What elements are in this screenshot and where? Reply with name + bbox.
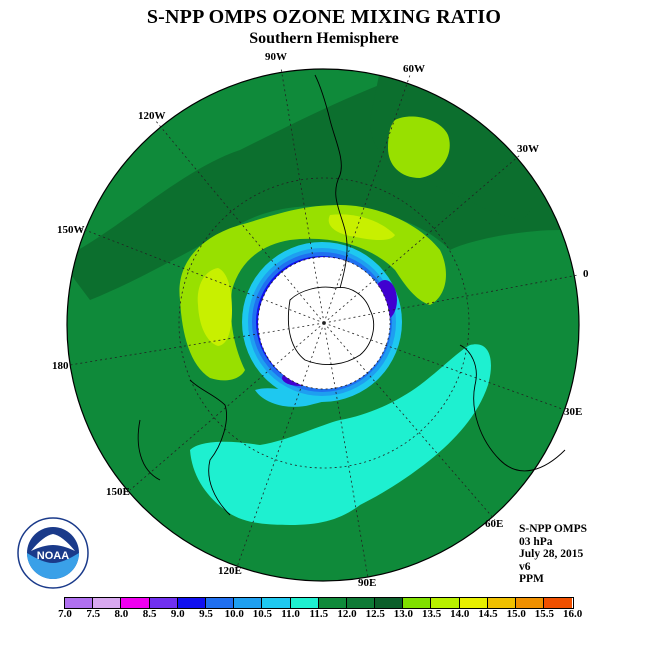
colorbar-tick-label: 14.5 [478, 608, 498, 620]
colorbar-segment [290, 598, 319, 608]
info-block: S-NPP OMPS 03 hPa July 28, 2015 v6 PPM [519, 523, 587, 586]
colorbar-tick-label: 10.5 [252, 608, 273, 620]
colorbar-segment [431, 598, 460, 608]
lon-label-30e: 30E [564, 406, 583, 418]
colorbar-segment [544, 598, 573, 608]
ozone-ring-12-5 [179, 205, 446, 381]
colorbar-tick-label: 11.5 [309, 608, 329, 620]
ozone-lobe-cyan [190, 344, 491, 525]
colorbar-segment [487, 598, 516, 608]
colorbar-tick-label: 9.5 [199, 608, 213, 620]
info-instrument: S-NPP OMPS [519, 523, 588, 535]
colorbar-segment [234, 598, 263, 608]
colorbar-tick-label: 15.0 [506, 608, 526, 620]
lon-label-30w: 30W [517, 143, 539, 155]
graticule [69, 67, 579, 579]
info-date: July 28, 2015 [519, 548, 584, 560]
lon-label-150e: 150E [106, 486, 130, 498]
colorbar-segment [65, 598, 94, 608]
colorbar-tick-label: 11.0 [281, 608, 300, 620]
info-version: v6 [519, 560, 531, 573]
lon-label-90e: 90E [358, 577, 377, 589]
colorbar-segment [318, 598, 347, 608]
lon-label-60w: 60W [403, 63, 425, 75]
colorbar-tick-label: 14.0 [450, 608, 470, 620]
colorbar [64, 597, 574, 609]
colorbar-segment [93, 598, 122, 608]
noaa-logo-text: NOAA [37, 550, 69, 562]
colorbar-tick-label: 7.5 [86, 608, 101, 620]
colorbar-tick-label: 8.5 [142, 608, 157, 620]
lon-label-60e: 60E [485, 518, 504, 530]
colorbar-segment [346, 598, 376, 608]
colorbar-tick-label: 13.0 [393, 608, 414, 620]
info-level: 03 hPa [519, 535, 553, 548]
lon-label-120w: 120W [138, 110, 166, 122]
colorbar-tick-label: 16.0 [562, 608, 583, 620]
info-units: PPM [519, 573, 544, 585]
colorbar-tick-label: 9.0 [170, 608, 185, 620]
lon-label-150w: 150W [57, 224, 85, 236]
ozone-blob-60w [388, 116, 450, 178]
lon-label-0: 0 [583, 268, 589, 280]
coastlines [137, 74, 566, 516]
map-subtitle: Southern Hemisphere [249, 30, 399, 47]
colorbar-tick-label: 12.5 [365, 608, 385, 620]
colorbar-tick-label: 10.0 [224, 608, 244, 620]
colorbar-tick-label: 12.0 [337, 608, 357, 620]
lon-label-180: 180 [52, 360, 69, 372]
colorbar-segment [459, 598, 488, 608]
noaa-logo-icon: NOAA [17, 517, 89, 589]
lon-label-120e: 120E [218, 565, 242, 577]
colorbar-segment [262, 598, 291, 608]
lon-label-90w: 90W [265, 51, 287, 63]
map-border [66, 68, 580, 582]
map-title: S-NPP OMPS OZONE MIXING RATIO [146, 6, 502, 28]
colorbar-segment [177, 598, 206, 608]
colorbar-segment [121, 598, 150, 608]
colorbar-segment [205, 598, 235, 608]
colorbar-tick-label: 13.5 [421, 608, 442, 620]
colorbar-tick-label: 8.0 [114, 608, 129, 620]
colorbar-segment [149, 598, 178, 608]
colorbar-tick-label: 15.5 [534, 608, 555, 620]
colorbar-tick-label: 7.0 [58, 608, 72, 620]
colorbar-segment [375, 598, 404, 608]
colorbar-segment [403, 598, 432, 608]
colorbar-segment [516, 598, 545, 608]
